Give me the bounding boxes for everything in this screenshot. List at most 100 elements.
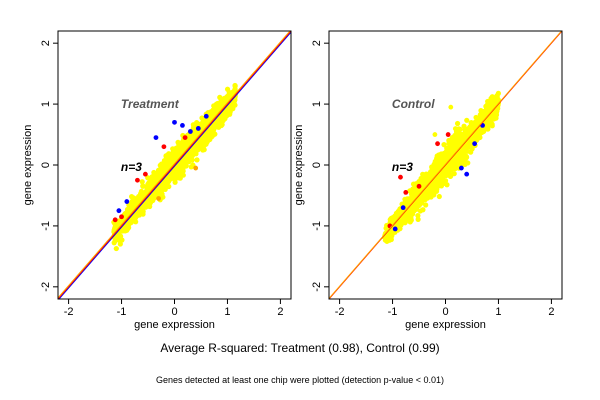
- data-point-red: [445, 132, 451, 137]
- cloud-point: [149, 174, 155, 180]
- cloud-point: [429, 172, 435, 178]
- reference-line: [58, 31, 291, 299]
- x-tick-label: -2: [335, 306, 345, 318]
- y-tick-label: -2: [40, 282, 52, 292]
- cloud-point: [474, 118, 480, 124]
- y-tick-label: 2: [311, 40, 323, 46]
- cloud-point: [126, 208, 132, 214]
- sample-size-label: n=3: [392, 160, 413, 174]
- data-point-red: [142, 171, 148, 177]
- cloud-point: [454, 120, 461, 127]
- cloud-point: [443, 151, 449, 157]
- cloud-point: [436, 193, 442, 200]
- cloud-point: [452, 165, 458, 171]
- cloud-point: [209, 134, 215, 140]
- x-tick-label: -2: [64, 306, 74, 318]
- cloud-point: [469, 127, 475, 133]
- x-axis-label: gene expression: [134, 319, 215, 331]
- cloud-point: [177, 163, 183, 169]
- cloud-point: [140, 183, 146, 189]
- data-point-blue: [187, 129, 193, 134]
- cloud-point: [400, 209, 406, 215]
- cloud-point: [159, 185, 166, 192]
- cloud-point: [408, 191, 415, 197]
- cloud-point: [181, 162, 187, 169]
- cloud-point: [192, 122, 198, 128]
- cloud-point: [180, 168, 186, 174]
- cloud-point: [383, 225, 389, 231]
- point-cloud: [382, 90, 502, 244]
- x-tick-label: -1: [117, 306, 127, 318]
- y-tick-label: -1: [40, 221, 52, 231]
- data-point-red: [135, 177, 140, 183]
- data-point-blue: [180, 123, 185, 128]
- cloud-point: [144, 183, 150, 189]
- cloud-point: [481, 108, 487, 115]
- reference-line: [58, 31, 291, 299]
- cloud-point: [463, 155, 469, 162]
- cloud-point: [427, 191, 433, 197]
- cloud-point: [434, 153, 440, 159]
- cloud-point: [133, 219, 139, 225]
- cloud-point: [421, 193, 427, 200]
- cloud-point: [197, 139, 203, 145]
- data-point-red: [161, 144, 167, 150]
- data-point-orange: [156, 196, 162, 201]
- y-tick-label: -2: [311, 282, 323, 292]
- cloud-point: [162, 179, 168, 185]
- cloud-point: [117, 241, 123, 247]
- cloud-point: [451, 156, 457, 162]
- cloud-point: [478, 112, 484, 119]
- data-point-orange: [193, 165, 199, 171]
- reference-lines: [329, 31, 562, 299]
- cloud-point: [225, 95, 231, 102]
- y-axis-label: gene expression: [22, 125, 34, 206]
- cloud-point: [113, 245, 119, 252]
- y-tick-label: 0: [311, 162, 323, 168]
- cloud-point: [192, 128, 198, 135]
- cloud-point: [487, 103, 493, 110]
- data-point-blue: [124, 199, 130, 204]
- x-tick-label: -1: [388, 306, 398, 318]
- cloud-point: [172, 171, 178, 177]
- cloud-point: [180, 157, 186, 163]
- cloud-point: [219, 102, 226, 108]
- cloud-point: [415, 216, 421, 222]
- x-tick-label: 2: [548, 306, 554, 318]
- cloud-point: [224, 86, 231, 92]
- data-point-yellow: [432, 132, 438, 137]
- cloud-point: [467, 142, 473, 149]
- cloud-point: [415, 213, 421, 219]
- y-tick-label: 0: [40, 162, 52, 168]
- data-point-blue: [472, 141, 478, 147]
- cloud-point: [141, 204, 148, 210]
- data-point-blue: [153, 135, 159, 140]
- cloud-point: [431, 190, 437, 196]
- data-point-red: [416, 183, 422, 189]
- reference-line: [329, 31, 562, 299]
- cloud-point: [415, 200, 421, 206]
- cloud-point: [166, 155, 172, 161]
- r-squared-caption: Average R-squared: Treatment (0.98), Con…: [160, 341, 440, 355]
- cloud-point: [386, 237, 392, 243]
- cloud-point: [177, 143, 183, 149]
- cloud-point: [388, 218, 394, 224]
- detection-note: Genes detected at least one chip were pl…: [156, 375, 444, 385]
- cloud-point: [200, 147, 206, 153]
- cloud-point: [111, 240, 117, 246]
- cloud-point: [232, 83, 238, 89]
- data-point-red: [182, 135, 188, 140]
- cloud-point: [444, 182, 450, 188]
- cloud-point: [455, 141, 461, 147]
- cloud-point: [129, 194, 135, 200]
- cloud-point: [453, 132, 459, 138]
- cloud-point: [227, 92, 233, 98]
- data-point-blue: [116, 208, 122, 214]
- y-tick-label: 1: [40, 101, 52, 107]
- cloud-point: [193, 151, 199, 157]
- cloud-point: [408, 217, 414, 223]
- cloud-point: [181, 144, 187, 151]
- data-point-red: [119, 214, 124, 220]
- cloud-point: [402, 198, 409, 205]
